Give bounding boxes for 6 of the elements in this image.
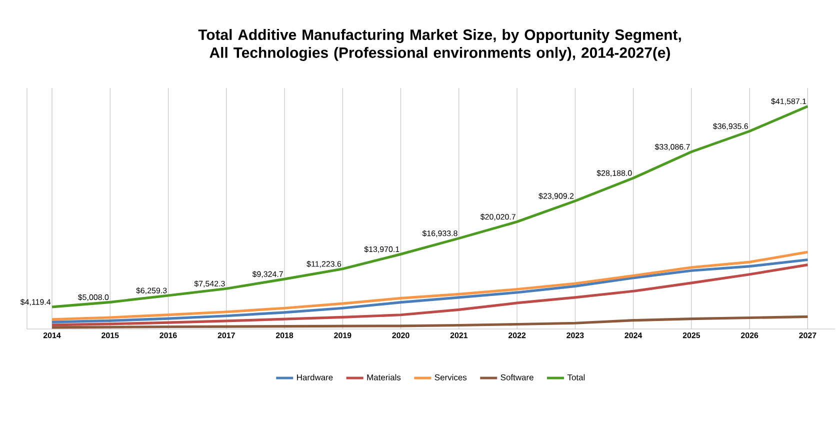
legend-label: Materials: [367, 374, 401, 380]
chart-title: Total Additive Manufacturing Market Size, by Opportunity Segment, All Technologies (Professional environments only), 2014-2027(e): [198, 29, 681, 61]
legend-label: Hardware: [297, 374, 333, 380]
legend-label: Total: [567, 374, 585, 380]
legend-label: Services: [434, 374, 467, 380]
legend-label: Software: [500, 374, 534, 380]
